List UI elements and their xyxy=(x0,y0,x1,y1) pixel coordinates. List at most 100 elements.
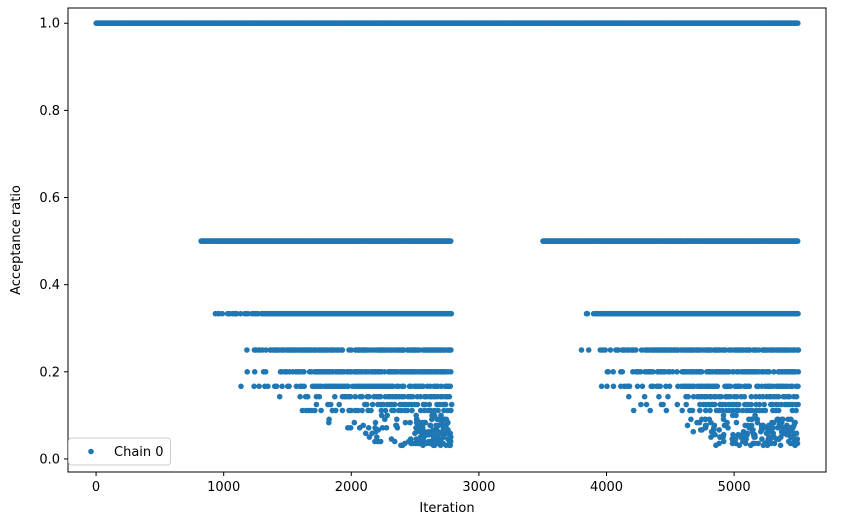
data-point xyxy=(762,407,769,414)
data-point xyxy=(685,393,691,400)
data-point xyxy=(694,419,700,426)
data-point xyxy=(447,442,453,449)
data-point xyxy=(407,419,413,426)
data-point xyxy=(793,393,800,400)
x-tick-label: 2000 xyxy=(335,480,368,495)
data-point xyxy=(793,430,800,437)
data-point xyxy=(743,436,749,442)
data-point xyxy=(336,401,343,408)
data-point xyxy=(626,383,633,390)
legend-box xyxy=(68,437,171,466)
data-point xyxy=(688,416,694,423)
data-point xyxy=(720,416,727,423)
data-point xyxy=(718,393,724,400)
data-point xyxy=(733,419,740,426)
data-point xyxy=(697,407,703,414)
data-point xyxy=(362,430,369,437)
data-point xyxy=(379,425,386,431)
data-point xyxy=(332,393,338,400)
data-point xyxy=(638,401,644,408)
data-point xyxy=(348,407,355,414)
data-point xyxy=(712,431,718,438)
data-point xyxy=(348,347,355,353)
plot-frame xyxy=(67,7,827,473)
data-point xyxy=(730,431,736,438)
data-point xyxy=(421,419,428,426)
data-point xyxy=(404,407,411,414)
data-point xyxy=(733,440,739,447)
data-point xyxy=(326,416,332,423)
data-point xyxy=(610,383,617,390)
legend: Chain 0 xyxy=(68,437,171,466)
data-point xyxy=(752,440,758,447)
data-point xyxy=(402,419,409,426)
legend-marker xyxy=(88,448,94,455)
data-point xyxy=(730,436,736,442)
data-point xyxy=(794,436,801,442)
data-point xyxy=(657,383,663,390)
data-point xyxy=(755,347,762,353)
data-point xyxy=(795,383,801,390)
data-point xyxy=(238,383,244,390)
data-point xyxy=(297,393,303,400)
data-point xyxy=(647,407,653,414)
data-point xyxy=(785,416,791,423)
data-point xyxy=(391,438,398,445)
data-point xyxy=(409,407,415,414)
data-point xyxy=(713,442,719,449)
data-point xyxy=(584,310,591,317)
data-point xyxy=(633,347,639,353)
data-point xyxy=(660,401,666,408)
data-point xyxy=(434,416,441,423)
data-point xyxy=(435,407,441,414)
data-point xyxy=(641,393,648,400)
data-point xyxy=(383,425,390,431)
data-point xyxy=(626,393,632,400)
data-point xyxy=(702,422,709,429)
data-point xyxy=(650,369,656,375)
y-tick-label: 0.8 xyxy=(39,104,60,119)
data-point xyxy=(665,393,671,400)
data-point xyxy=(637,369,644,375)
data-point xyxy=(372,438,378,445)
data-point xyxy=(332,407,339,414)
data-point xyxy=(725,425,731,431)
data-point xyxy=(674,401,681,408)
data-point xyxy=(630,407,637,414)
data-point xyxy=(390,383,396,390)
data-point xyxy=(380,401,387,408)
data-point xyxy=(795,20,801,27)
data-point xyxy=(698,369,705,375)
data-point xyxy=(714,383,721,390)
data-point xyxy=(448,369,454,375)
data-point xyxy=(656,393,662,400)
data-point xyxy=(775,393,782,400)
data-point xyxy=(355,407,361,414)
data-point xyxy=(364,401,370,408)
data-point xyxy=(756,401,763,408)
data-point xyxy=(400,383,407,390)
data-point xyxy=(782,427,789,433)
data-point xyxy=(699,416,705,423)
data-point xyxy=(749,416,755,423)
data-point xyxy=(690,393,697,400)
data-point xyxy=(313,401,320,408)
data-point xyxy=(418,436,425,442)
data-point xyxy=(244,369,250,375)
data-point xyxy=(777,442,784,449)
data-point xyxy=(736,401,742,408)
data-point xyxy=(786,393,793,400)
y-tick-label: 0.2 xyxy=(39,365,60,380)
data-point xyxy=(417,440,423,447)
data-point xyxy=(778,419,785,426)
data-point xyxy=(420,383,426,390)
y-tick-label: 0.4 xyxy=(39,278,60,293)
data-point xyxy=(263,347,269,353)
data-point xyxy=(697,427,704,433)
data-point xyxy=(684,422,691,429)
data-point xyxy=(304,393,311,400)
data-point xyxy=(760,442,767,449)
data-point xyxy=(448,407,454,414)
data-point xyxy=(448,434,454,440)
data-point xyxy=(602,347,608,353)
